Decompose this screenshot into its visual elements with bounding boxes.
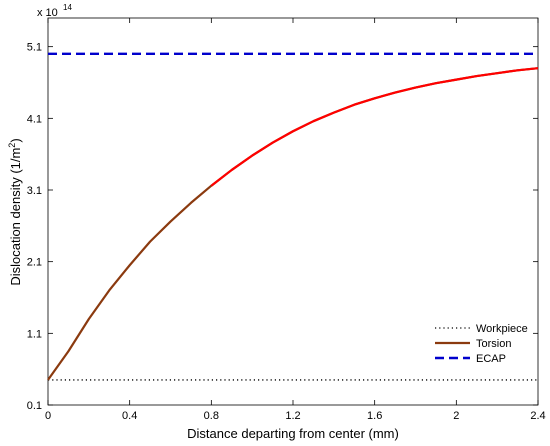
x-tick-label: 0 <box>45 410 51 422</box>
x-axis-title: Distance departing from center (mm) <box>187 426 399 441</box>
y-tick-label: 1.1 <box>27 328 42 340</box>
plot-area <box>47 17 539 406</box>
y-tick-label: 4.1 <box>27 113 42 125</box>
x-tick-label: 2.4 <box>530 410 545 422</box>
y-exponent-power: 14 <box>63 3 72 12</box>
x-tick-label: 0.4 <box>122 410 137 422</box>
x-tick-label: 0.8 <box>204 410 219 422</box>
y-tick-label: 5.1 <box>27 42 42 54</box>
y-tick-label: 0.1 <box>27 400 42 412</box>
legend: Workpiece Torsion ECAP <box>435 323 528 365</box>
x-tick-label: 1.6 <box>367 410 382 422</box>
y-exponent-base: x 10 <box>37 7 58 19</box>
x-tick-label: 1.2 <box>285 410 300 422</box>
y-tick-label: 2.1 <box>27 257 42 269</box>
series-torsion-highlight <box>210 67 539 187</box>
axis-ticks: 0 0.4 0.8 1.2 1.6 2 2.4 0.1 1.1 2.1 3.1 4.1 5.1 <box>27 18 546 422</box>
legend-label: ECAP <box>476 353 506 365</box>
y-axis-title-end: ) <box>8 138 23 142</box>
y-exponent: x 10 14 <box>37 3 72 19</box>
legend-label: Torsion <box>476 338 511 350</box>
y-axis-title: Dislocation density (1/m2) <box>7 138 23 285</box>
y-axis-title-sup: 2 <box>7 143 17 148</box>
legend-label: Workpiece <box>476 323 528 335</box>
y-tick-label: 3.1 <box>27 185 42 197</box>
x-tick-label: 2 <box>453 410 459 422</box>
y-axis-title-main: Dislocation density (1/m <box>8 148 23 286</box>
series-layer <box>47 52 539 381</box>
